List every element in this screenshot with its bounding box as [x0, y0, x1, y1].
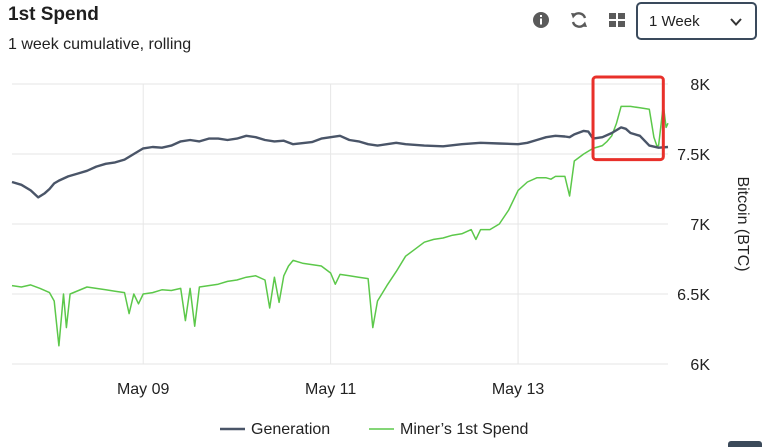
y-axis-label: Bitcoin (BTC) — [734, 176, 751, 271]
y-tick-label-4: 8K — [690, 77, 710, 94]
info-icon[interactable] — [531, 10, 551, 30]
x-tick-label-2: May 13 — [492, 381, 545, 398]
y-tick-label-1: 6.5K — [677, 287, 710, 304]
chart-area: May 09 May 11 May 13 6K 6.5K 7K 7.5K 8K Bitcoi… — [11, 75, 751, 438]
y-tick-label-0: 6K — [690, 357, 710, 374]
x-tick-label-0: May 09 — [117, 381, 170, 398]
chart-title: 1st Spend — [8, 4, 99, 25]
refresh-icon[interactable] — [569, 10, 589, 30]
y-tick-label-2: 7K — [690, 217, 710, 234]
highlight-box — [591, 75, 665, 162]
series-layer — [11, 104, 669, 347]
grid-lines — [12, 83, 668, 365]
chevron-down-icon — [730, 18, 742, 26]
range-select-value: 1 Week — [649, 13, 700, 30]
legend: Generation Miner’s 1st Spend — [220, 421, 528, 438]
range-select[interactable]: 1 Week — [636, 2, 757, 40]
series-line-first-spend — [11, 104, 669, 347]
scroll-handle[interactable] — [728, 441, 762, 447]
x-axis: May 09 May 11 May 13 — [117, 381, 544, 398]
y-tick-label-3: 7.5K — [677, 147, 710, 164]
x-tick-label-1: May 11 — [305, 381, 356, 398]
y-axis: 6K 6.5K 7K 7.5K 8K — [677, 77, 710, 374]
grid-icon[interactable] — [607, 10, 627, 30]
legend-label-0[interactable]: Generation — [251, 421, 330, 438]
legend-label-1[interactable]: Miner’s 1st Spend — [400, 421, 528, 438]
chart-subtitle: 1 week cumulative, rolling — [8, 36, 192, 53]
series-line-generation — [11, 126, 669, 199]
